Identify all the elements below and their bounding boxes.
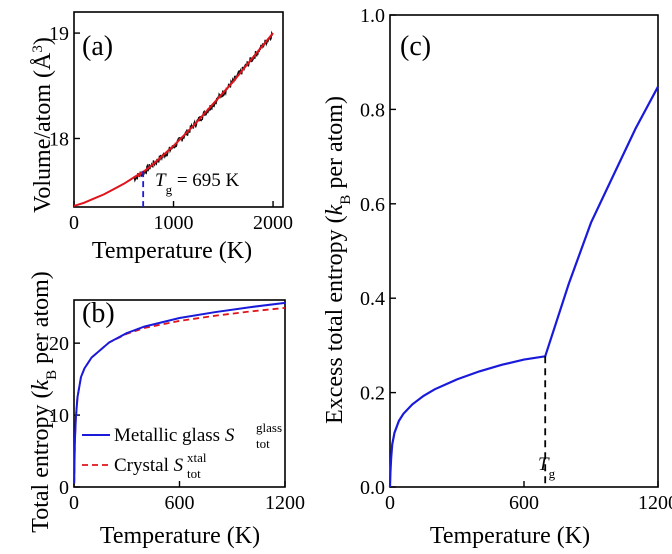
panel-a-label: (a) bbox=[82, 31, 113, 62]
panel-a-low-temp-fit bbox=[73, 170, 145, 207]
panel-b: 0 600 1200 0 10 20 (b) Temperature (K) Total … bbox=[28, 271, 305, 549]
panel-a-simulation-data bbox=[133, 30, 274, 183]
panel-c-y-axis-title-sub: B bbox=[338, 195, 354, 205]
panel-a-y-axis-title-main: Volume/atom ( bbox=[30, 70, 56, 213]
panel-c-y-tick-label: 0.4 bbox=[360, 288, 385, 310]
panel-a-tg-var: T bbox=[155, 170, 167, 191]
panel-a-x-tick-label: 1000 bbox=[154, 212, 194, 234]
panel-a-y-axis-title-sup: 3 bbox=[30, 45, 46, 53]
panel-c-y-axis-title-main: Excess total entropy ( bbox=[322, 215, 348, 424]
panel-c-label: (c) bbox=[400, 31, 431, 62]
panel-a-tg-sub: g bbox=[166, 182, 173, 197]
panel-a-x-tick-label: 2000 bbox=[253, 212, 293, 234]
panel-a-y-tick-label: 18 bbox=[49, 128, 69, 150]
panel-c-excess-entropy-line bbox=[388, 86, 659, 488]
panel-b-y-axis-title-main: Total entropy ( bbox=[28, 391, 54, 533]
panel-c-y-axis-title-rest: per atom) bbox=[322, 96, 348, 195]
panel-b-y-tick-label: 20 bbox=[49, 333, 69, 355]
legend-glass-var: S bbox=[225, 425, 235, 446]
panel-c-x-tick-label: 1200 bbox=[638, 492, 672, 514]
panel-c-x-tick-label: 0 bbox=[385, 492, 395, 514]
panel-c-axes-frame bbox=[389, 14, 659, 488]
panel-a-x-axis-title: Temperature (K) bbox=[92, 238, 252, 264]
panel-c-tg-annotation: Tg bbox=[538, 454, 556, 481]
panel-c-y-tick-label: 0.0 bbox=[360, 477, 385, 499]
panel-b-y-tick-label: 10 bbox=[49, 405, 69, 427]
panel-b-legend: Metallic glass S glass tot Crystal S xta… bbox=[82, 420, 282, 481]
legend-glass-sup: glass bbox=[256, 420, 282, 435]
panel-a: 0 1000 2000 18 19 (a) Temperature (K) Volume… bbox=[30, 11, 293, 264]
panel-b-y-tick-label: 0 bbox=[59, 477, 69, 499]
panel-c-y-tick-label: 0.8 bbox=[360, 99, 385, 121]
panel-a-high-temp-fit bbox=[137, 32, 274, 178]
legend-crystal-sup: xtal bbox=[187, 450, 207, 465]
legend-crystal-var: S bbox=[174, 455, 184, 476]
panel-b-x-tick-label: 0 bbox=[69, 492, 79, 514]
panel-a-y-axis-title-unit: Å bbox=[30, 52, 56, 70]
panel-c-y-axis-title-var: k bbox=[322, 204, 348, 215]
panel-a-tg-value: = 695 K bbox=[172, 170, 239, 191]
panel-c-x-tick-label: 600 bbox=[509, 492, 539, 514]
panel-b-x-tick-label: 1200 bbox=[265, 492, 305, 514]
panel-b-glass-line bbox=[73, 301, 286, 484]
panel-a-y-tick-label: 19 bbox=[49, 23, 69, 45]
panel-a-x-tick-label: 0 bbox=[69, 212, 79, 234]
panel-b-y-axis-title-var: k bbox=[28, 380, 54, 391]
panel-c-y-axis-title: Excess total entropy (kB per atom) bbox=[322, 96, 354, 424]
legend-crystal-text: Crystal bbox=[114, 455, 174, 476]
panel-a-y-axis-title: Volume/atom (Å3) bbox=[30, 37, 56, 213]
panel-a-y-axis-title-close: ) bbox=[30, 37, 56, 45]
panel-a-tg-annotation: Tg = 695 K bbox=[155, 170, 240, 197]
panel-c: 0 600 1200 0.0 0.2 0.4 0.6 0.8 1.0 (c) Temperatu… bbox=[322, 5, 672, 549]
panel-c-y-tick-label: 0.6 bbox=[360, 194, 385, 216]
panel-c-y-tick-label: 1.0 bbox=[360, 5, 385, 27]
panel-c-tg-sub: g bbox=[549, 466, 556, 481]
panel-c-plot-area: 0 600 1200 0.0 0.2 0.4 0.6 0.8 1.0 bbox=[360, 5, 672, 514]
panel-c-x-axis-title: Temperature (K) bbox=[430, 523, 590, 549]
panel-c-tg-var: T bbox=[538, 454, 550, 475]
panel-b-x-axis-title: Temperature (K) bbox=[100, 523, 260, 549]
legend-crystal-entry: Crystal S bbox=[114, 455, 184, 476]
panel-b-y-axis-title-rest: per atom) bbox=[28, 271, 54, 370]
legend-glass-entry: Metallic glass S bbox=[114, 425, 235, 446]
panel-b-y-axis-title: Total entropy (kB per atom) bbox=[28, 271, 60, 533]
legend-crystal-sub: tot bbox=[187, 466, 201, 481]
panel-b-plot-area: 0 600 1200 0 10 20 bbox=[49, 299, 305, 514]
panel-b-y-axis-title-sub: B bbox=[44, 370, 60, 380]
legend-glass-text: Metallic glass bbox=[114, 425, 225, 446]
panel-a-axes-frame bbox=[73, 11, 284, 208]
panel-c-y-tick-label: 0.2 bbox=[360, 383, 385, 405]
panel-b-label: (b) bbox=[82, 298, 115, 329]
legend-glass-sub: tot bbox=[256, 436, 270, 451]
panel-b-x-tick-label: 600 bbox=[165, 492, 195, 514]
panel-a-plot-area: 0 1000 2000 18 19 bbox=[49, 11, 293, 234]
